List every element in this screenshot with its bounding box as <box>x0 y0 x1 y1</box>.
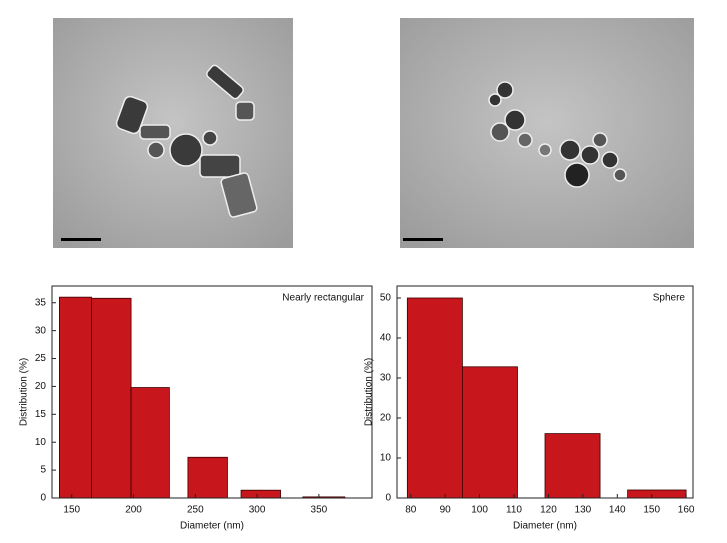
x-tick-label: 80 <box>405 505 417 516</box>
tem-image-left <box>53 18 293 248</box>
plot-frame <box>396 285 694 499</box>
x-tick-label: 130 <box>575 505 592 516</box>
bar <box>406 297 463 499</box>
x-tick-label: 200 <box>125 505 142 516</box>
y-axis-label: Distribution (%) <box>19 358 30 426</box>
x-tick-label: 250 <box>187 505 204 516</box>
y-tick-label: 5 <box>40 465 46 476</box>
x-tick-label: 140 <box>609 505 626 516</box>
y-tick-label: 20 <box>380 413 392 424</box>
plot-frame <box>51 285 373 499</box>
bar <box>627 489 687 499</box>
x-tick-label: 100 <box>471 505 488 516</box>
y-tick-label: 40 <box>380 333 392 344</box>
bar <box>544 433 601 499</box>
y-axis-label: Distribution (%) <box>364 358 375 426</box>
y-tick-label: 50 <box>380 293 392 304</box>
y-tick-label: 30 <box>35 325 47 336</box>
bar <box>59 296 92 499</box>
x-tick-label: 150 <box>63 505 80 516</box>
bar <box>240 489 281 499</box>
y-tick-label: 35 <box>35 297 47 308</box>
y-tick-label: 30 <box>380 373 392 384</box>
y-tick-label: 0 <box>40 493 46 504</box>
bar <box>91 297 132 499</box>
x-tick-label: 160 <box>678 505 695 516</box>
x-tick-label: 120 <box>540 505 557 516</box>
annotation: Sphere <box>653 293 686 304</box>
x-tick-label: 350 <box>311 505 328 516</box>
y-tick-label: 20 <box>35 381 47 392</box>
y-tick-label: 25 <box>35 353 47 364</box>
annotation: Nearly rectangular <box>282 293 364 304</box>
x-axis-label: Diameter (nm) <box>180 521 244 532</box>
y-tick-label: 15 <box>35 409 47 420</box>
tem-image-right <box>400 18 694 248</box>
y-tick-label: 0 <box>385 493 391 504</box>
bar <box>461 366 518 499</box>
x-tick-label: 90 <box>440 505 452 516</box>
x-tick-label: 110 <box>506 505 522 516</box>
x-tick-label: 150 <box>643 505 660 516</box>
y-tick-label: 10 <box>35 437 47 448</box>
x-axis-label: Diameter (nm) <box>513 521 577 532</box>
x-tick-label: 300 <box>249 505 266 516</box>
bar <box>130 387 170 499</box>
y-tick-label: 10 <box>380 453 392 464</box>
bar <box>187 456 228 499</box>
